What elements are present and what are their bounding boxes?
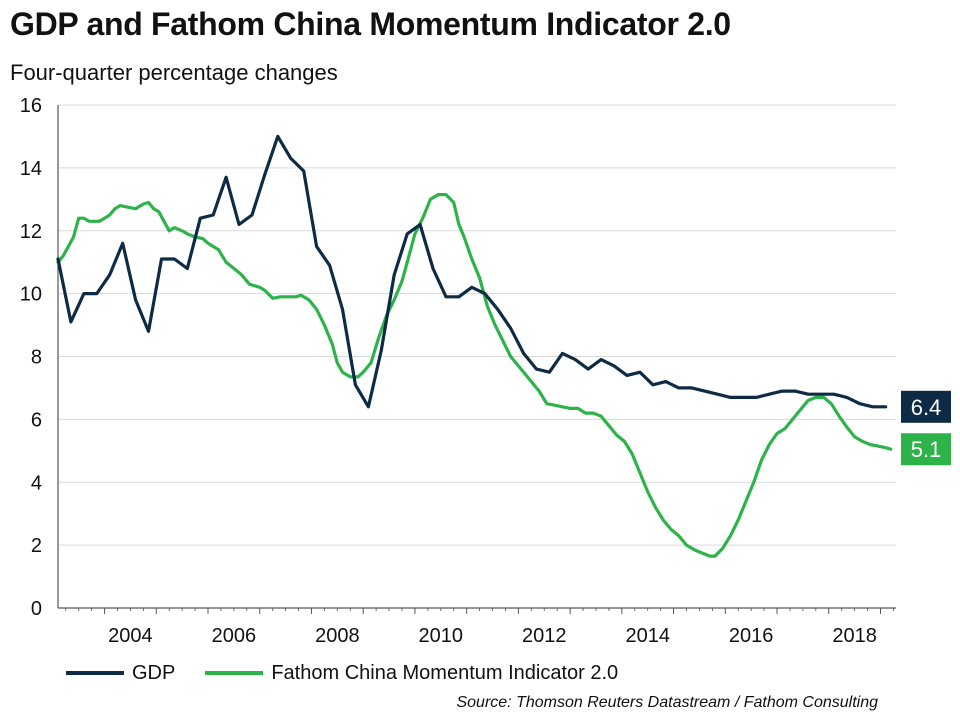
end-label-fathom: 5.1 [901, 433, 951, 466]
end-label-text-fathom: 5.1 [911, 437, 942, 462]
x-tick-label: 2016 [729, 625, 774, 647]
y-tick-label: 14 [20, 158, 42, 180]
x-tick-label: 2014 [625, 625, 670, 647]
y-tick-label: 0 [31, 598, 42, 620]
legend: GDP Fathom China Momentum Indicator 2.0 [66, 661, 648, 685]
y-tick-label: 12 [20, 221, 42, 243]
y-tick-label: 10 [20, 284, 42, 306]
y-tick-label: 8 [31, 347, 42, 369]
chart-title: GDP and Fathom China Momentum Indicator … [10, 6, 731, 42]
series-lines [56, 134, 893, 558]
legend-swatch-gdp [66, 671, 124, 675]
y-tick-label: 16 [20, 95, 42, 117]
x-tick-label: 2006 [212, 625, 257, 647]
x-tick-label: 2004 [108, 625, 153, 647]
y-tick-label: 6 [31, 409, 42, 431]
x-tick-label: 2008 [315, 625, 360, 647]
legend-label-gdp: GDP [132, 661, 176, 684]
legend-item-gdp: GDP [66, 662, 175, 685]
end-label-text-gdp: 6.4 [911, 395, 942, 420]
end-label-box-fathom [901, 433, 951, 466]
legend-item-fathom: Fathom China Momentum Indicator 2.0 [205, 662, 618, 685]
legend-label-fathom: Fathom China Momentum Indicator 2.0 [271, 661, 619, 684]
series-line-gdp [56, 134, 888, 409]
axes: 0 2 4 6 8 10 12 14 16 2004 2006 2008 2010 2012 2014 201… [20, 95, 896, 647]
end-labels: 6.4 5.1 [901, 390, 951, 466]
y-tick-label: 4 [31, 472, 42, 494]
x-tick-label: 2010 [419, 625, 464, 647]
legend-swatch-fathom [205, 671, 264, 675]
grid-lines [58, 104, 896, 546]
x-tick-label: 2018 [832, 625, 877, 647]
source-note: Source: Thomson Reuters Datastream / Fat… [456, 694, 878, 711]
end-label-gdp: 6.4 [901, 390, 951, 423]
y-tick-label: 2 [31, 535, 42, 557]
x-tick-label: 2012 [522, 625, 567, 647]
chart-subtitle: Four-quarter percentage changes [10, 60, 338, 85]
series-line-fathom [56, 193, 893, 558]
end-label-box-gdp [901, 390, 951, 423]
